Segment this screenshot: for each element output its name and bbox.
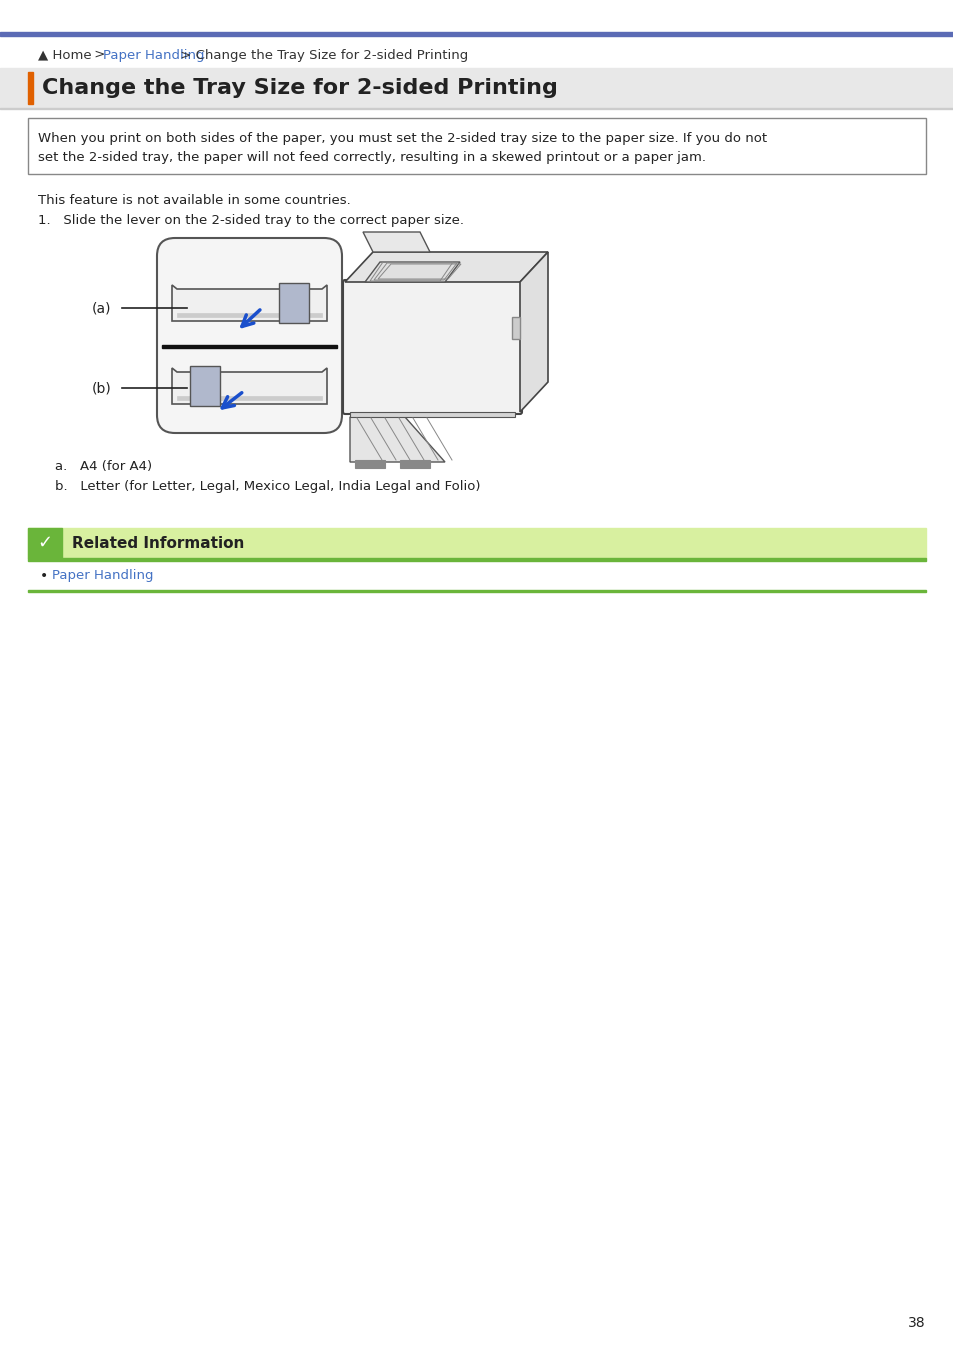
Polygon shape [350, 412, 515, 417]
Bar [177, 396, 322, 400]
FancyBboxPatch shape [343, 279, 521, 414]
Polygon shape [345, 252, 547, 282]
Text: (b): (b) [91, 381, 112, 396]
Bar [162, 346, 336, 348]
Bar [28, 72, 33, 104]
FancyBboxPatch shape [28, 117, 925, 174]
Polygon shape [519, 252, 547, 412]
Bar [0, 68, 953, 108]
Text: b.   Letter (for Letter, Legal, Mexico Legal, India Legal and Folio): b. Letter (for Letter, Legal, Mexico Leg… [55, 481, 480, 493]
Bar [0, 32, 953, 36]
FancyBboxPatch shape [157, 238, 341, 433]
Text: > Change the Tray Size for 2-sided Printing: > Change the Tray Size for 2-sided Print… [175, 49, 468, 62]
Text: a.   A4 (for A4): a. A4 (for A4) [55, 460, 152, 472]
Bar [177, 313, 322, 317]
Text: (a): (a) [91, 301, 112, 315]
Polygon shape [363, 232, 430, 252]
Text: Paper Handling: Paper Handling [52, 570, 153, 582]
Bar [190, 366, 220, 406]
Text: 38: 38 [907, 1316, 925, 1330]
Text: ▲ Home: ▲ Home [38, 49, 91, 62]
Polygon shape [172, 285, 327, 321]
Polygon shape [172, 369, 327, 404]
Bar [355, 460, 385, 468]
Bar [28, 528, 925, 558]
Bar [512, 317, 519, 339]
Bar [278, 284, 309, 323]
Bar [28, 590, 925, 593]
Bar [28, 558, 925, 562]
Text: When you print on both sides of the paper, you must set the 2-sided tray size to: When you print on both sides of the pape… [38, 132, 766, 144]
Text: Change the Tray Size for 2-sided Printing: Change the Tray Size for 2-sided Printin… [42, 78, 558, 99]
Text: ✓: ✓ [37, 535, 52, 552]
Bar [399, 460, 430, 468]
Bar [28, 528, 62, 558]
Text: This feature is not available in some countries.: This feature is not available in some co… [38, 194, 351, 207]
Polygon shape [350, 417, 444, 462]
Text: Paper Handling: Paper Handling [103, 49, 204, 62]
Text: Related Information: Related Information [71, 536, 244, 551]
Text: •: • [40, 568, 49, 583]
Text: set the 2-sided tray, the paper will not feed correctly, resulting in a skewed p: set the 2-sided tray, the paper will not… [38, 151, 705, 163]
Text: 1.   Slide the lever on the 2-sided tray to the correct paper size.: 1. Slide the lever on the 2-sided tray t… [38, 215, 463, 227]
Text: >: > [90, 49, 110, 62]
Polygon shape [365, 262, 459, 282]
